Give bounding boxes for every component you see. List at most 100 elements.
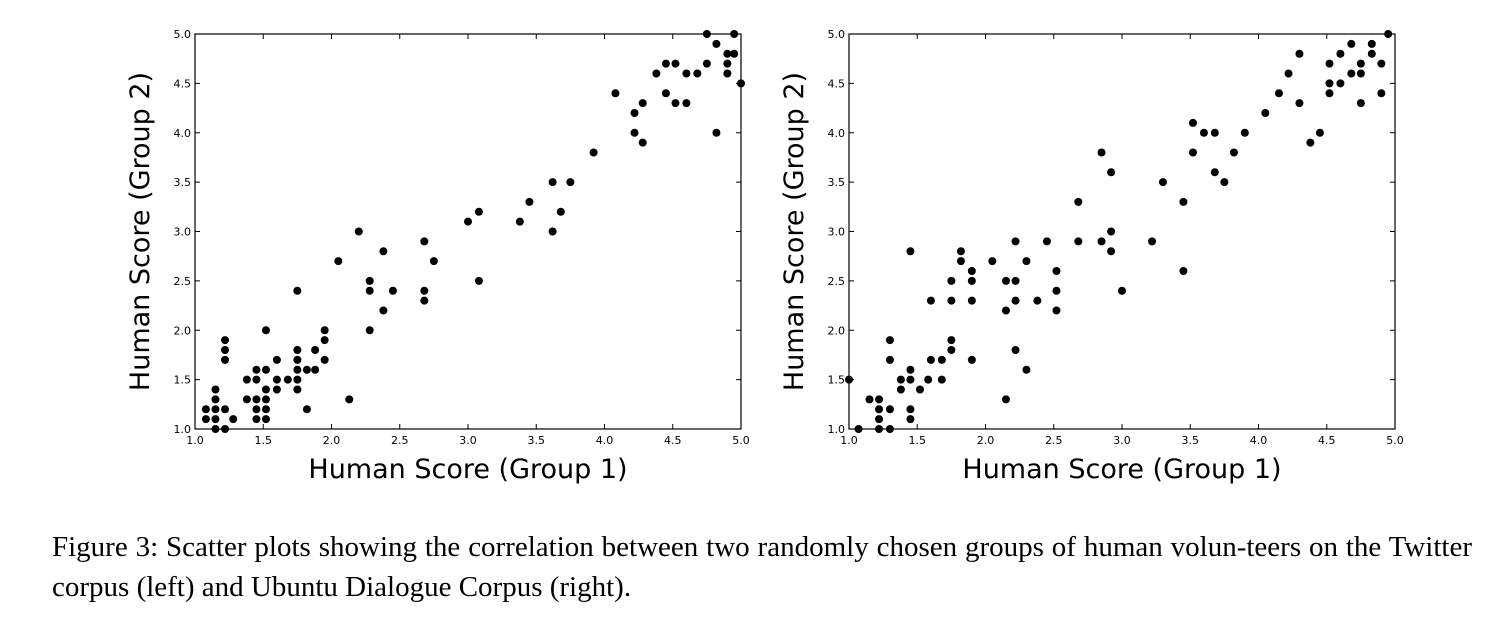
- data-point: [556, 207, 565, 216]
- data-point: [365, 326, 374, 335]
- data-point: [345, 395, 354, 404]
- data-point: [261, 415, 270, 424]
- data-point: [1188, 148, 1197, 157]
- data-point: [474, 276, 483, 285]
- y-tick-label: 2.5: [828, 275, 846, 288]
- data-point: [967, 355, 976, 364]
- x-tick-label: 2.5: [391, 434, 409, 447]
- data-point: [211, 405, 220, 414]
- data-point: [937, 355, 946, 364]
- data-point: [924, 375, 933, 384]
- data-point: [988, 257, 997, 266]
- data-point: [1033, 296, 1042, 305]
- data-point: [723, 59, 732, 68]
- data-point: [1261, 109, 1270, 117]
- data-point: [671, 59, 680, 68]
- data-point: [1001, 395, 1010, 404]
- data-point: [1158, 178, 1167, 187]
- data-point: [1229, 148, 1238, 157]
- data-point: [548, 178, 557, 187]
- data-point: [1052, 286, 1061, 295]
- data-point: [737, 79, 745, 88]
- data-point: [638, 99, 647, 108]
- data-point: [252, 375, 261, 384]
- data-point: [272, 385, 281, 394]
- data-point: [334, 257, 343, 266]
- data-point: [365, 276, 374, 285]
- data-point: [221, 405, 230, 414]
- data-point: [311, 365, 320, 374]
- data-point: [525, 197, 534, 206]
- data-point: [947, 336, 956, 345]
- data-point: [1022, 365, 1031, 374]
- y-tick-label: 4.0: [174, 127, 192, 140]
- x-tick-label: 5.0: [732, 434, 750, 447]
- data-point: [947, 296, 956, 305]
- data-point: [875, 425, 884, 433]
- data-point: [926, 355, 935, 364]
- data-point: [1188, 118, 1197, 127]
- data-point: [1011, 296, 1020, 305]
- x-tick-label: 2.0: [323, 434, 341, 447]
- data-point: [1336, 79, 1345, 88]
- scatter-plot-right: 1.0 1.5 2.0 2.5 3.0 3.5 4.0 4.5 5.0 1.0 1.5 2.0 2.5 3…: [779, 28, 1404, 485]
- data-point: [1179, 197, 1188, 206]
- data-point: [221, 355, 230, 364]
- data-point: [252, 365, 261, 374]
- data-point: [967, 267, 976, 275]
- data-point: [261, 326, 270, 335]
- data-point: [906, 405, 915, 414]
- y-tick-label: 4.5: [174, 77, 192, 90]
- data-point: [682, 99, 691, 108]
- plot-frame: [194, 33, 742, 430]
- data-point: [221, 346, 230, 354]
- data-point: [630, 109, 639, 117]
- y-tick-label: 3.0: [174, 226, 192, 239]
- data-point: [420, 237, 429, 246]
- data-point: [1052, 306, 1061, 315]
- data-point: [320, 336, 329, 345]
- data-point: [354, 227, 363, 236]
- x-axis-label: Human Score (Group 1): [308, 454, 627, 485]
- y-tick-label: 4.0: [828, 127, 846, 140]
- data-point: [947, 346, 956, 354]
- x-tick-label: 2.5: [1045, 434, 1063, 447]
- data-point: [1042, 237, 1051, 246]
- data-point: [865, 395, 874, 404]
- data-point: [293, 286, 302, 295]
- data-point: [242, 395, 251, 404]
- data-point: [1107, 168, 1116, 177]
- data-point: [712, 39, 721, 48]
- data-point: [896, 375, 905, 384]
- data-point: [311, 346, 320, 354]
- data-point: [242, 375, 251, 384]
- data-point: [221, 425, 230, 433]
- data-point: [1001, 276, 1010, 285]
- data-point: [896, 385, 905, 394]
- x-tick-label: 4.0: [596, 434, 614, 447]
- data-point: [1325, 59, 1334, 68]
- data-point: [1315, 128, 1324, 137]
- data-point: [1336, 49, 1345, 58]
- data-point: [474, 207, 483, 216]
- x-tick-label: 3.5: [1182, 434, 1200, 447]
- data-point: [1074, 197, 1083, 206]
- data-point: [379, 306, 388, 315]
- y-axis-label: Human Score (Group 2): [779, 72, 810, 391]
- data-point: [1022, 257, 1031, 266]
- data-point: [1179, 267, 1188, 275]
- data-point: [1011, 276, 1020, 285]
- data-point: [1306, 138, 1315, 147]
- data-point: [464, 217, 472, 226]
- x-tick-label: 1.5: [909, 434, 927, 447]
- data-point: [1325, 79, 1334, 88]
- y-tick-label: 1.5: [828, 374, 846, 387]
- data-point: [1384, 30, 1393, 38]
- x-tick-label: 4.5: [1318, 434, 1336, 447]
- data-point: [1284, 69, 1293, 78]
- data-point: [420, 286, 429, 295]
- data-point: [388, 286, 397, 295]
- data-point: [652, 69, 661, 78]
- data-point: [1107, 247, 1116, 256]
- data-point: [638, 138, 647, 147]
